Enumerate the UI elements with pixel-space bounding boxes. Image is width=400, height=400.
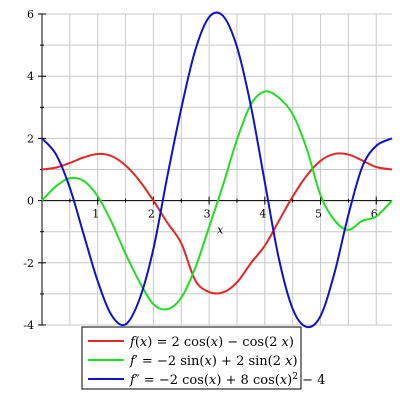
y-tick-label: 0 [27, 195, 34, 208]
x-tick-label: 5 [315, 208, 322, 221]
y-tick-label: 2 [27, 132, 34, 145]
series-lines [41, 11, 393, 329]
legend-entry: f″ = −2 cos(x) + 8 cos(x)2 − 4 [129, 372, 325, 388]
x-tick-label: 4 [259, 208, 266, 221]
x-axis-label: x [217, 224, 224, 237]
x-tick-label: 6 [371, 208, 378, 221]
series-line-f-double-prime [41, 11, 393, 329]
grid [41, 13, 392, 326]
legend: f(x) = 2 cos(x) − cos(2 x) f′ = −2 sin(x)… [81, 326, 325, 390]
x-tick-label: 2 [148, 208, 155, 221]
y-tick-label: 4 [27, 70, 34, 83]
legend-entry: f′ = −2 sin(x) + 2 sin(2 x) [129, 354, 298, 369]
x-tick-label: 1 [92, 208, 99, 221]
y-tick-label: -2 [23, 257, 34, 270]
x-tick-label: 3 [204, 208, 211, 221]
ticks: 1 2 3 4 5 6 -4 -2 0 2 4 6 x [23, 8, 377, 332]
series-line-f-prime [41, 90, 393, 311]
y-tick-label: 6 [27, 8, 34, 21]
y-tick-label: -4 [23, 319, 34, 332]
series-line-f [41, 152, 393, 295]
legend-entry: f(x) = 2 cos(x) − cos(2 x) [129, 335, 294, 350]
